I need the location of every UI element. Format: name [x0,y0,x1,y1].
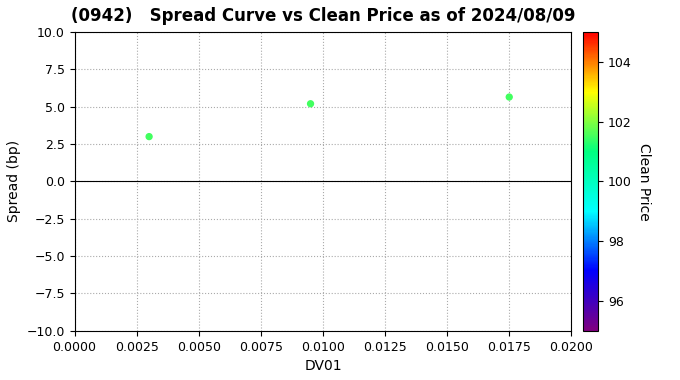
X-axis label: DV01: DV01 [304,359,342,373]
Y-axis label: Clean Price: Clean Price [637,142,651,220]
Point [143,133,154,139]
Title: (0942)   Spread Curve vs Clean Price as of 2024/08/09: (0942) Spread Curve vs Clean Price as of… [71,7,575,25]
Point [305,101,316,107]
Y-axis label: Spread (bp): Spread (bp) [7,140,21,222]
Point [504,94,515,100]
